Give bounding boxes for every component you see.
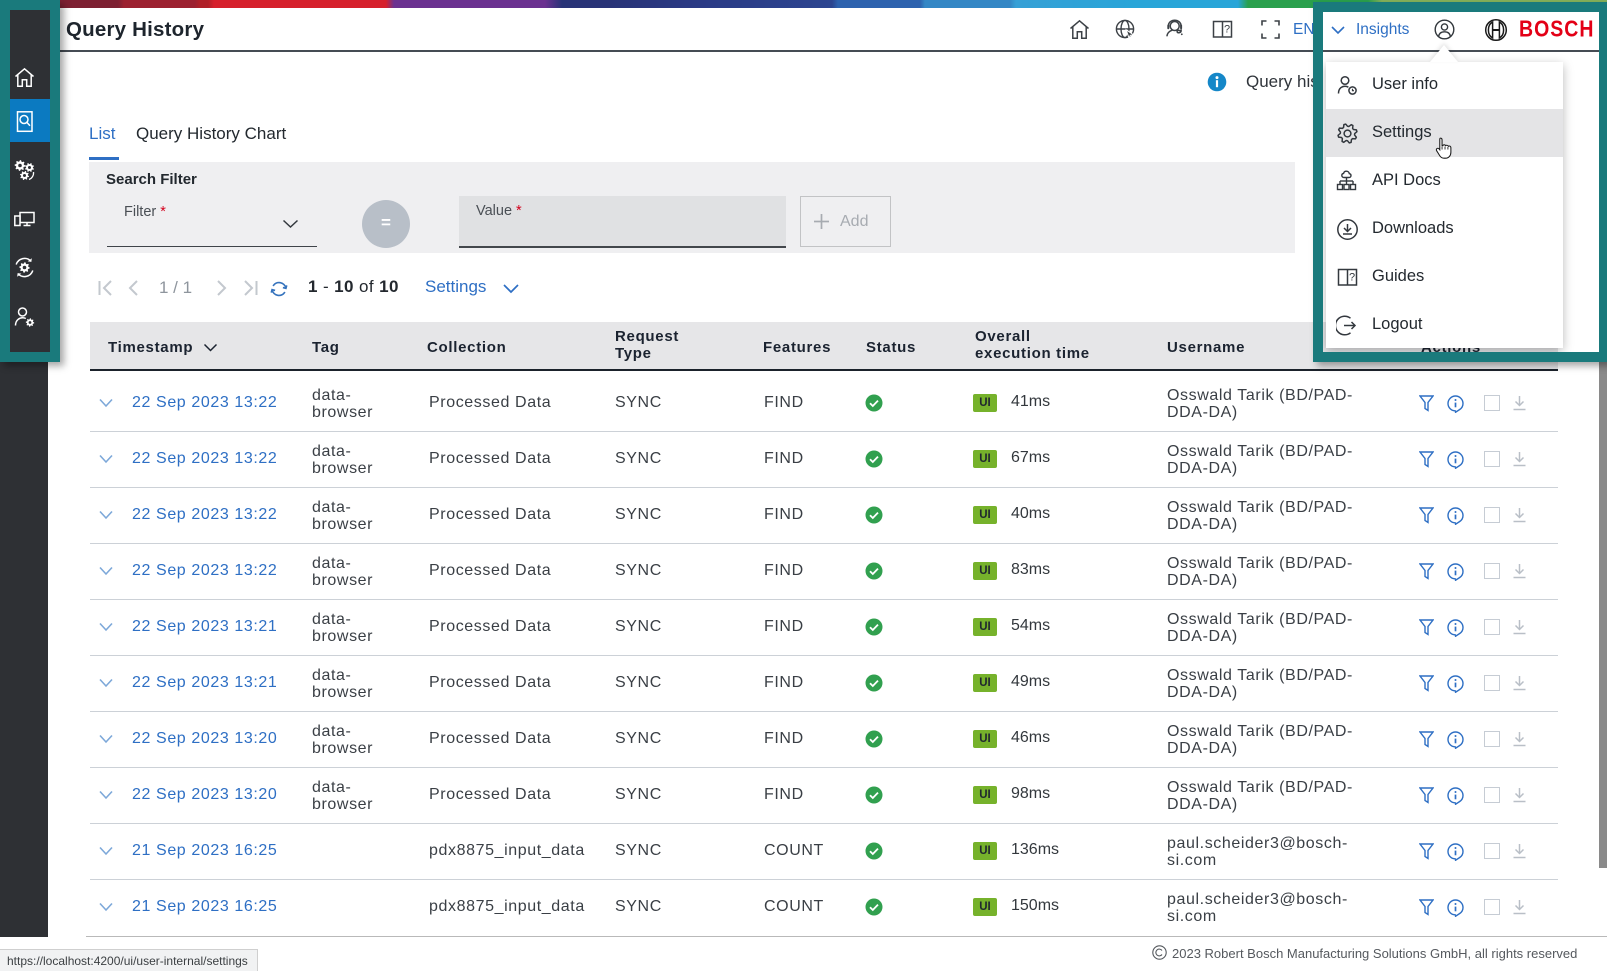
svg-text:?: ? [1349,272,1355,284]
svg-text:?: ? [1224,24,1230,36]
